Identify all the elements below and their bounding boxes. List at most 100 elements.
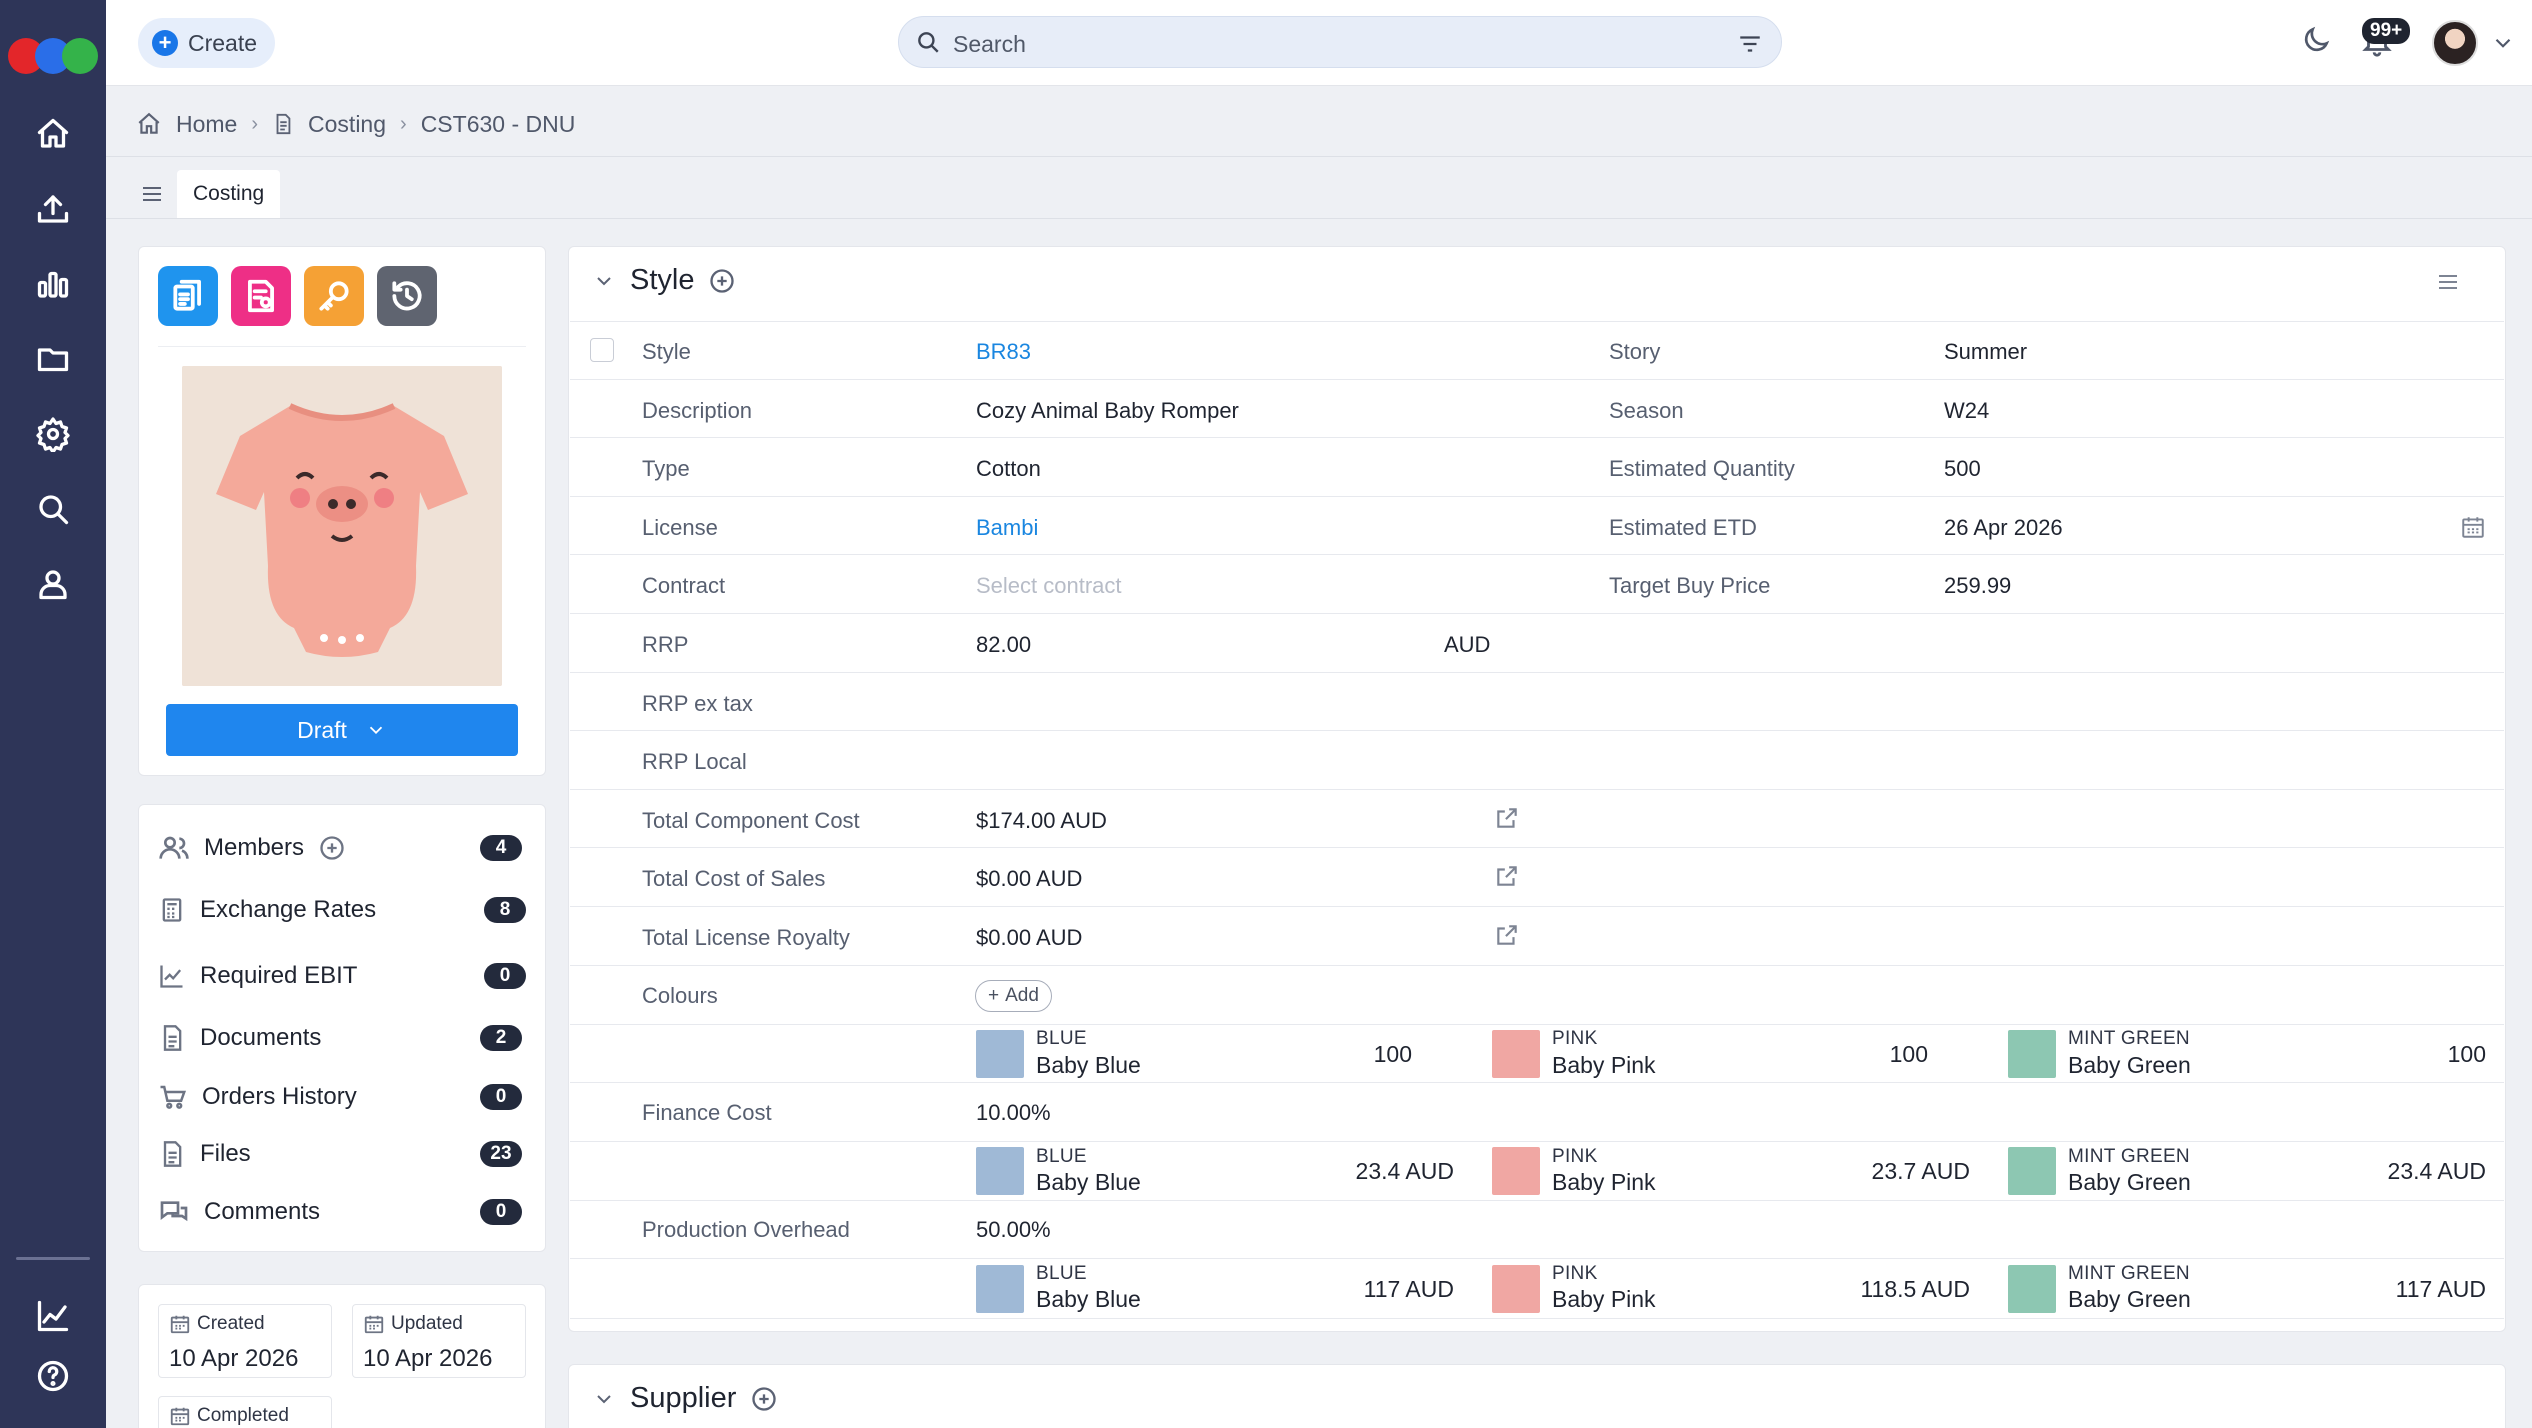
colour-swatch-blue: [976, 1147, 1024, 1195]
panel-item-exchange-rates[interactable]: Exchange Rates: [158, 890, 376, 930]
section-menu-icon[interactable]: [2436, 270, 2460, 294]
report-chart-icon[interactable]: [31, 1294, 75, 1338]
external-link-icon[interactable]: [1494, 863, 1520, 894]
costing-sheet-tool-icon[interactable]: [158, 266, 218, 326]
colour-qty[interactable]: 100: [2447, 1041, 2486, 1067]
colour-qty[interactable]: 100: [1373, 1041, 1412, 1067]
estimated-quantity-value[interactable]: 500: [1944, 456, 1981, 481]
style-section-header[interactable]: Style: [592, 264, 736, 297]
comments-icon: [160, 1201, 188, 1222]
key-icon[interactable]: [304, 266, 364, 326]
breadcrumb-current: CST630 - DNU: [420, 110, 576, 137]
settings-gear-icon[interactable]: [31, 412, 75, 456]
row-divider: [570, 672, 2504, 673]
type-value[interactable]: Cotton: [976, 456, 1041, 481]
home-icon[interactable]: [31, 112, 75, 156]
panel-item-label: Files: [200, 1140, 251, 1167]
contract-select[interactable]: Select contract: [976, 573, 1122, 598]
row-divider: [570, 906, 2504, 907]
breadcrumb-costing[interactable]: Costing: [308, 110, 387, 137]
production-overhead-value[interactable]: 50.00%: [976, 1217, 1051, 1242]
supplier-section-title: Supplier: [630, 1382, 737, 1414]
colour-swatch-mint-green: [2008, 1030, 2056, 1078]
type-label: Type: [642, 456, 690, 481]
breadcrumb: Home › Costing › CST630 - DNU: [136, 104, 575, 144]
panel-item-members[interactable]: Members: [158, 828, 346, 868]
row-divider: [570, 379, 2504, 380]
row-divider: [570, 437, 2504, 438]
calculator-icon: [162, 898, 182, 922]
external-link-icon[interactable]: [1494, 922, 1520, 953]
panel-item-required-ebit[interactable]: Required EBIT: [158, 956, 357, 996]
add-colour-button[interactable]: + Add: [975, 980, 1052, 1012]
panel-item-label: Orders History: [202, 1083, 357, 1110]
estimated-etd-value[interactable]: 26 Apr 2026: [1944, 515, 2063, 540]
avatar[interactable]: [2432, 20, 2478, 66]
created-date-box: Created 10 Apr 2026: [158, 1304, 332, 1378]
finance-cost-value[interactable]: 10.00%: [976, 1100, 1051, 1125]
style-section-title: Style: [630, 264, 695, 296]
supplier-section-header[interactable]: Supplier: [592, 1382, 778, 1415]
calendar-icon: [170, 1407, 190, 1426]
row-divider: [570, 789, 2504, 790]
breadcrumb-home[interactable]: Home: [176, 110, 238, 137]
colour-qty[interactable]: 100: [1889, 1041, 1928, 1067]
external-link-icon[interactable]: [1494, 805, 1520, 836]
divider: [106, 218, 2532, 219]
colour-code: BLUE: [1036, 1028, 1087, 1049]
rrp-local-label: RRP Local: [642, 749, 747, 774]
create-label: Create: [188, 29, 258, 56]
document-icon: [163, 1025, 182, 1051]
report-tool-icon[interactable]: [231, 266, 291, 326]
rrp-value[interactable]: 82.00: [976, 632, 1032, 657]
row-divider: [570, 847, 2504, 848]
add-circle-icon[interactable]: [318, 834, 346, 862]
panel-item-files[interactable]: Files: [158, 1134, 251, 1174]
panel-item-documents[interactable]: Documents: [158, 1018, 321, 1058]
tab-costing[interactable]: Costing: [177, 170, 281, 218]
total-component-cost-label: Total Component Cost: [642, 808, 860, 833]
help-icon[interactable]: [31, 1354, 75, 1398]
folder-icon[interactable]: [31, 337, 75, 381]
add-circle-icon[interactable]: [750, 1385, 778, 1413]
users-icon: [159, 836, 189, 859]
row-divider: [570, 1141, 2504, 1142]
add-circle-icon[interactable]: [708, 267, 736, 295]
colour-name: Baby Blue: [1036, 1169, 1141, 1195]
rrp-label: RRP: [642, 632, 689, 657]
create-button[interactable]: + Create: [138, 18, 276, 68]
row-select-checkbox[interactable]: [590, 338, 614, 362]
finance-cost-label: Finance Cost: [642, 1100, 772, 1125]
menu-icon[interactable]: [140, 182, 164, 206]
license-value-link[interactable]: Bambi: [976, 515, 1039, 540]
row-divider: [570, 1258, 2504, 1259]
upload-icon[interactable]: [31, 187, 75, 231]
colour-swatch-mint-green: [2008, 1147, 2056, 1195]
colour-code: MINT GREEN: [2068, 1263, 2190, 1284]
supplier-card: [568, 1364, 2506, 1428]
analytics-icon[interactable]: [31, 262, 75, 306]
rrp-currency[interactable]: AUD: [1444, 632, 1491, 657]
top-bar: + Create Search 99+: [106, 0, 2532, 86]
search-icon[interactable]: [31, 487, 75, 531]
story-value[interactable]: Summer: [1944, 339, 2028, 364]
status-draft-dropdown[interactable]: Draft: [166, 704, 518, 756]
status-label: Draft: [297, 716, 347, 743]
panel-item-orders-history[interactable]: Orders History: [158, 1077, 357, 1117]
app-logo[interactable]: [8, 38, 98, 74]
history-icon[interactable]: [377, 266, 437, 326]
calendar-icon[interactable]: [2460, 514, 2486, 540]
description-value[interactable]: Cozy Animal Baby Romper: [976, 398, 1239, 423]
target-buy-price-value[interactable]: 259.99: [1944, 573, 2012, 598]
description-label: Description: [642, 398, 753, 423]
filter-icon[interactable]: [1737, 31, 1763, 57]
colour-name: Baby Green: [2068, 1052, 2191, 1078]
search-bar[interactable]: Search: [898, 16, 1782, 68]
season-value[interactable]: W24: [1944, 398, 1990, 423]
user-icon[interactable]: [31, 562, 75, 606]
panel-item-comments[interactable]: Comments: [158, 1192, 320, 1232]
product-image: [182, 366, 502, 686]
dark-mode-moon-icon[interactable]: [2300, 24, 2332, 56]
style-value-link[interactable]: BR83: [976, 339, 1032, 364]
chevron-down-icon[interactable]: [2490, 30, 2516, 56]
